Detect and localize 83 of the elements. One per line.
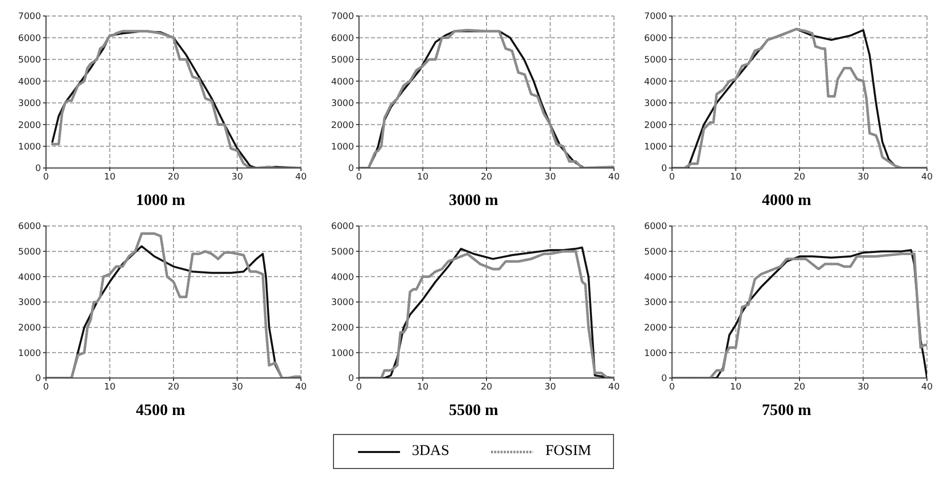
y-tick-label: 0 (35, 374, 42, 384)
x-tick-label: 20 (794, 172, 806, 182)
x-tick-label: 40 (921, 382, 933, 392)
y-tick-label: 4000 (18, 272, 42, 283)
x-tick-label: 40 (295, 382, 307, 392)
y-tick-label: 0 (661, 164, 668, 174)
y-tick-label: 1000 (331, 142, 354, 152)
y-tick-label: 6000 (644, 34, 668, 44)
x-tick-label: 0 (356, 382, 362, 392)
x-tick-label: 10 (730, 172, 742, 182)
y-tick-label: 2000 (331, 120, 354, 131)
y-tick-label: 4000 (644, 77, 668, 88)
x-tick-label: 10 (104, 382, 116, 392)
y-tick-label: 4000 (331, 77, 354, 88)
y-tick-label: 7000 (644, 12, 668, 22)
legend-label: FOSIM (545, 443, 592, 460)
y-tick-label: 4000 (331, 272, 354, 283)
x-tick-label: 0 (43, 382, 50, 392)
text: 3000 m (448, 192, 498, 210)
text: 1000 m (136, 192, 186, 210)
y-tick-label: 4000 (644, 272, 668, 283)
y-tick-label: 3000 (331, 99, 354, 110)
x-tick-label: 20 (168, 382, 180, 392)
x-tick-label: 20 (480, 382, 492, 392)
x-tick-label: 30 (858, 172, 870, 182)
y-tick-label: 4000 (18, 77, 42, 88)
y-tick-label: 5000 (644, 56, 668, 66)
x-tick-label: 20 (168, 172, 180, 182)
x-tick-label: 30 (232, 382, 244, 392)
y-tick-label: 3000 (18, 298, 42, 308)
y-tick-label: 2000 (18, 120, 42, 131)
y-tick-label: 5000 (18, 56, 42, 66)
x-tick-label: 40 (608, 382, 620, 392)
y-tick-label: 1000 (644, 348, 668, 359)
y-tick-label: 0 (35, 164, 42, 174)
text: 5500 m (448, 402, 498, 420)
y-tick-label: 2000 (644, 120, 668, 131)
y-tick-label: 1000 (18, 142, 42, 152)
y-tick-label: 0 (348, 164, 354, 174)
x-tick-label: 10 (417, 172, 429, 182)
x-tick-label: 30 (232, 172, 244, 182)
x-tick-label: 0 (669, 172, 676, 182)
x-tick-label: 40 (295, 172, 307, 182)
y-tick-label: 5000 (644, 248, 668, 258)
x-tick-label: 10 (730, 382, 742, 392)
y-tick-label: 6000 (18, 34, 42, 44)
text: 4000 m (762, 192, 812, 210)
y-tick-label: 1000 (331, 348, 354, 359)
y-tick-label: 2000 (331, 324, 354, 334)
y-tick-label: 3000 (18, 99, 42, 110)
y-tick-label: 6000 (331, 34, 354, 44)
x-tick-label: 30 (858, 382, 870, 392)
y-tick-label: 6000 (18, 222, 42, 232)
y-tick-label: 1000 (18, 348, 42, 359)
y-tick-label: 0 (661, 374, 668, 384)
y-tick-label: 3000 (644, 298, 668, 308)
y-tick-label: 7000 (18, 12, 42, 22)
x-tick-label: 30 (544, 382, 556, 392)
y-tick-label: 3000 (331, 298, 354, 308)
x-tick-label: 20 (480, 172, 492, 182)
y-tick-label: 3000 (644, 99, 668, 110)
x-tick-label: 10 (104, 172, 116, 182)
text: 7500 m (762, 402, 812, 420)
x-tick-label: 20 (794, 382, 806, 392)
x-tick-label: 10 (417, 382, 429, 392)
y-tick-label: 5000 (331, 248, 354, 258)
x-tick-label: 0 (669, 382, 676, 392)
x-tick-label: 30 (544, 172, 556, 182)
x-tick-label: 0 (43, 172, 50, 182)
x-tick-label: 40 (608, 172, 620, 182)
y-tick-label: 6000 (331, 222, 354, 232)
x-tick-label: 40 (921, 172, 933, 182)
y-tick-label: 2000 (18, 324, 42, 334)
y-tick-label: 0 (348, 374, 354, 384)
x-tick-label: 0 (356, 172, 362, 182)
legend-label: 3DAS (412, 443, 450, 460)
y-tick-label: 5000 (18, 248, 42, 258)
y-tick-label: 1000 (644, 142, 668, 152)
y-tick-label: 5000 (331, 56, 354, 66)
y-tick-label: 6000 (644, 222, 668, 232)
y-tick-label: 2000 (644, 324, 668, 334)
y-tick-label: 7000 (331, 12, 354, 22)
text: 4500 m (136, 402, 186, 420)
